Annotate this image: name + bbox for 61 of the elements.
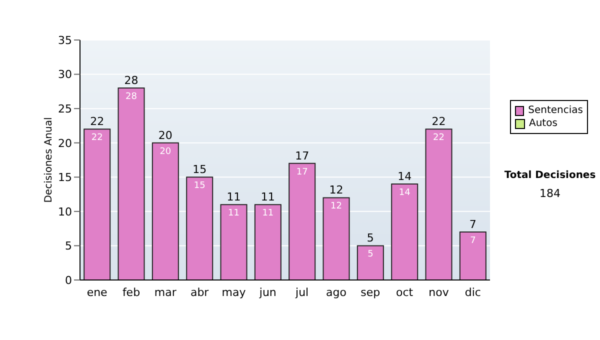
total-label: 22 — [90, 115, 104, 128]
text: Sentencias — [528, 104, 583, 117]
data-label: 17 — [296, 167, 308, 178]
x-tick-label: ago — [326, 286, 347, 299]
total-label: 11 — [260, 190, 275, 204]
bar — [391, 184, 418, 280]
bar — [220, 204, 248, 280]
total-label: 5 — [366, 232, 374, 245]
x-tick-label: dic — [464, 286, 481, 299]
text: Total Decisiones — [503, 170, 597, 181]
total-label: 22 — [432, 115, 446, 128]
total-label: 15 — [192, 163, 207, 176]
data-label: 5 — [368, 250, 374, 260]
bar — [288, 162, 316, 280]
total-label: 12 — [329, 184, 344, 197]
bar — [356, 245, 384, 280]
data-label: 20 — [160, 146, 172, 157]
y-tick-label: 5 — [65, 240, 72, 253]
x-tick-label: ene — [86, 286, 108, 299]
y-tick-label: 20 — [58, 136, 72, 150]
y-tick-label: 15 — [58, 171, 72, 184]
y-tick-label: 35 — [58, 34, 72, 47]
total-label: 28 — [124, 74, 138, 87]
bar — [459, 232, 486, 280]
x-tick-label: jun — [258, 286, 276, 299]
data-label: 22 — [91, 133, 103, 144]
y-tick-label: 10 — [58, 205, 72, 218]
y-tick-label: 30 — [58, 68, 72, 82]
text: 184 — [538, 187, 562, 200]
bar — [152, 142, 179, 280]
y-tick-label: 0 — [65, 274, 72, 287]
bar — [84, 128, 111, 280]
bar — [118, 88, 145, 280]
data-label: 28 — [126, 92, 138, 102]
data-label: 22 — [433, 133, 444, 144]
bar — [254, 204, 282, 280]
x-tick-label: mar — [154, 286, 177, 299]
data-label: 14 — [398, 188, 411, 198]
x-tick-label: jul — [294, 286, 309, 299]
x-tick-label: nov — [428, 286, 450, 299]
x-tick-label: oct — [396, 286, 414, 299]
legend-label: Autos — [529, 117, 558, 130]
bar — [425, 128, 452, 280]
x-tick-label: abr — [190, 286, 210, 299]
x-tick-label: feb — [122, 286, 140, 299]
x-tick-label: sep — [360, 286, 380, 299]
data-label: 11 — [262, 208, 274, 219]
total-label: 17 — [295, 149, 310, 162]
total-label: 11 — [226, 190, 241, 204]
y-tick-label: 25 — [58, 102, 72, 116]
total-label: 20 — [158, 128, 172, 142]
total-label: 14 — [398, 170, 412, 183]
data-label: 12 — [330, 202, 342, 212]
bar — [186, 176, 214, 280]
data-label: 11 — [228, 208, 240, 219]
bar — [322, 197, 350, 280]
data-label: 15 — [194, 181, 206, 192]
y-axis-title: Decisiones Anual — [44, 117, 55, 203]
x-tick-label: may — [222, 286, 246, 299]
total-label: 7 — [469, 218, 476, 231]
data-label: 7 — [470, 236, 476, 246]
